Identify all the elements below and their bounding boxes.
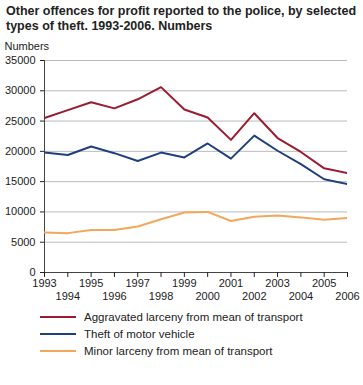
svg-text:10000: 10000 [5,205,36,217]
svg-text:15000: 15000 [5,175,36,187]
svg-text:2005: 2005 [312,277,336,289]
svg-text:20000: 20000 [5,145,36,157]
svg-text:1995: 1995 [79,277,103,289]
svg-text:2006: 2006 [335,290,359,302]
svg-text:1993: 1993 [32,277,56,289]
html-text:Minor larceny from mean of tra: Minor larceny from mean of transport [84,344,273,357]
html-text:Aggravated larceny from mean o: Aggravated larceny from mean of transpor… [84,310,303,323]
svg-text:2003: 2003 [265,277,289,289]
html-text:Other offences for profit repo: Other offences for profit reported to th… [6,4,357,33]
svg-text:35000: 35000 [5,54,36,66]
svg-text:1997: 1997 [125,277,149,289]
svg-text:30000: 30000 [5,84,36,96]
svg-text:2004: 2004 [289,290,313,302]
svg-text:0: 0 [29,266,35,278]
svg-text:5000: 5000 [11,236,35,248]
svg-text:2001: 2001 [219,277,243,289]
html-text:Theft of motor vehicle: Theft of motor vehicle [84,327,195,340]
svg-text:2002: 2002 [242,290,266,302]
svg-text:1999: 1999 [172,277,196,289]
svg-text:2000: 2000 [195,290,219,302]
svg-text:1994: 1994 [56,290,80,302]
svg-text:25000: 25000 [5,115,36,127]
svg-text:Numbers: Numbers [5,40,50,52]
svg-text:1998: 1998 [149,290,173,302]
svg-text:1996: 1996 [102,290,126,302]
